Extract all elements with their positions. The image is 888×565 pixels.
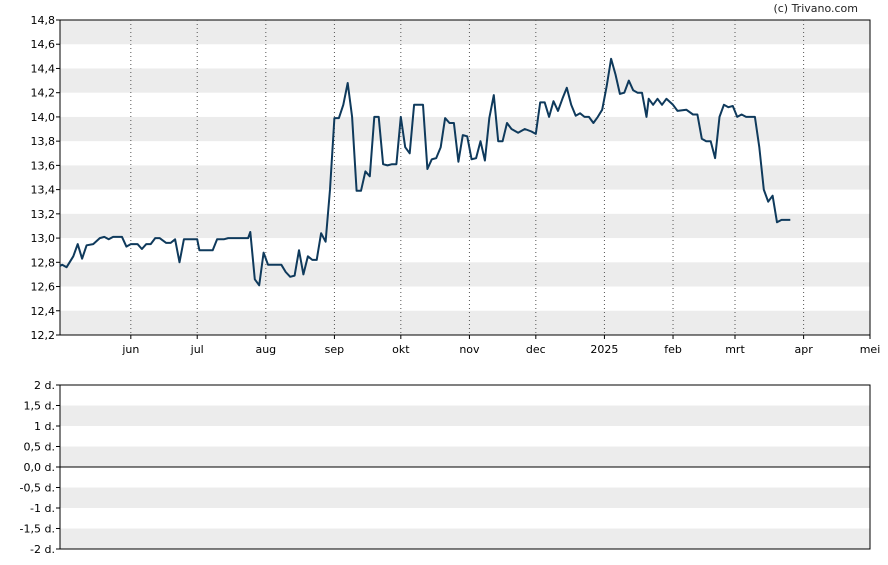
y-tick-label: 13,4 — [31, 184, 56, 197]
x-tick-label: jun — [121, 343, 139, 356]
x-tick-label: mei — [860, 343, 881, 356]
y-tick-label: 13,6 — [31, 159, 56, 172]
grid-band — [60, 528, 870, 549]
grid-band — [60, 213, 870, 239]
y-tick-label: 13,8 — [31, 135, 56, 148]
grid-band — [60, 487, 870, 508]
grid-band — [60, 405, 870, 426]
y-tick-label: 14,6 — [31, 38, 56, 51]
x-tick-label: okt — [392, 343, 410, 356]
y-tick-label: 14,2 — [31, 87, 56, 100]
volume-chart: 2 d. 1,5 d. 1 d. 0,5 d. 0,0 d. -0,5 d. -1 d. -1… — [20, 379, 871, 556]
y-tick-label: 14,4 — [31, 62, 56, 75]
x-tick-label: nov — [459, 343, 480, 356]
x-tick-label: apr — [794, 343, 813, 356]
y-tick-label: 2 d. — [34, 379, 55, 392]
x-tick-label: 2025 — [590, 343, 618, 356]
y-tick-label: -2 d. — [30, 543, 55, 556]
y-tick-label: 12,4 — [31, 305, 56, 318]
grid-band — [60, 310, 870, 335]
grid-band — [60, 68, 870, 93]
price-series-line — [59, 57, 791, 287]
x-tick-label: mrt — [725, 343, 745, 356]
y-tick-label: -1,5 d. — [20, 523, 55, 536]
credit-label: (c) Trivano.com — [773, 2, 858, 15]
grid-band — [60, 20, 870, 45]
x-tick-label: jul — [190, 343, 204, 356]
y-tick-label: 12,6 — [31, 281, 56, 294]
x-tick-label: dec — [526, 343, 546, 356]
y-tick-label: 14,8 — [31, 14, 56, 27]
x-tick-label: feb — [664, 343, 682, 356]
y-tick-label: 14,0 — [31, 111, 56, 124]
grid-band — [60, 165, 870, 190]
y-tick-label: 12,8 — [31, 256, 56, 269]
y-tick-label: 13,2 — [31, 208, 56, 221]
y-tick-label: 0,5 d. — [24, 441, 55, 454]
grid-band — [60, 116, 870, 142]
y-tick-label: 12,2 — [31, 329, 56, 342]
x-tick-label: sep — [325, 343, 344, 356]
y-tick-label: 1 d. — [34, 420, 55, 433]
y-tick-label: -1 d. — [30, 502, 55, 515]
price-chart: 12,2 12,4 12,6 12,8 13,0 13,2 13,4 13,6 13,8 14,0… — [31, 14, 881, 356]
y-tick-label: -0,5 d. — [20, 482, 55, 495]
grid-band — [60, 262, 870, 287]
grid-band — [60, 446, 870, 467]
y-tick-label: 1,5 d. — [24, 400, 55, 413]
plot-frame — [59, 19, 871, 336]
x-tick-label: aug — [255, 343, 276, 356]
y-tick-label: 13,0 — [31, 232, 56, 245]
y-tick-label: 0,0 d. — [24, 461, 55, 474]
